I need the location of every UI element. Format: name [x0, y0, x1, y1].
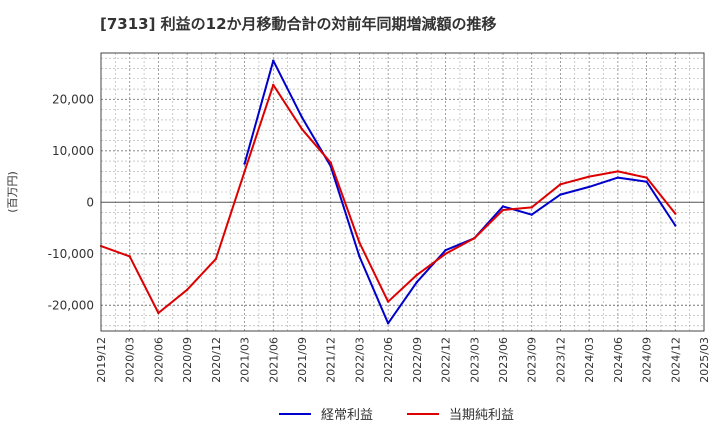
data-point	[645, 176, 648, 179]
data-point	[645, 180, 648, 183]
legend: 経常利益 当期純利益	[279, 408, 514, 423]
series-layer	[99, 59, 677, 325]
x-tick-label: 2020/03	[124, 337, 137, 383]
x-tick-label: 2024/06	[612, 337, 625, 383]
data-point	[473, 237, 476, 240]
data-point	[157, 311, 160, 315]
data-point	[674, 212, 677, 215]
data-point	[444, 248, 447, 252]
data-point	[185, 288, 189, 292]
data-point	[329, 161, 332, 164]
data-point	[415, 273, 419, 277]
x-tick-label: 2020/12	[210, 337, 223, 383]
data-point	[214, 257, 218, 261]
y-tick-label: 0	[86, 195, 94, 209]
x-tick-label: 2021/03	[239, 337, 252, 383]
legend-label-2: 当期純利益	[449, 408, 514, 423]
x-tick-label: 2023/03	[468, 337, 481, 383]
x-tick-label: 2023/06	[497, 337, 510, 383]
data-point	[272, 83, 275, 87]
x-tick-label: 2023/09	[526, 337, 539, 383]
grid	[100, 53, 705, 331]
y-axis-label: (百万円)	[6, 171, 19, 213]
x-tick-label: 2025/03	[698, 337, 711, 383]
legend-label-1: 経常利益	[321, 408, 373, 423]
data-point	[444, 252, 447, 255]
x-tick-label: 2020/06	[152, 337, 165, 383]
data-point	[530, 206, 533, 209]
data-point	[415, 280, 419, 284]
data-point	[559, 193, 562, 196]
x-tick-label: 2021/12	[325, 337, 338, 383]
x-tick-label: 2021/06	[267, 337, 280, 383]
data-point	[386, 300, 390, 303]
chart-title: [7313] 利益の12か月移動合計の対前年同期増減額の推移	[100, 15, 497, 33]
data-point	[559, 183, 562, 186]
data-point	[501, 208, 505, 212]
y-tick-label: -20,000	[48, 298, 94, 312]
x-tick-label: 2022/03	[353, 337, 366, 383]
data-point	[243, 162, 246, 165]
x-tick-label: 2019/12	[95, 337, 108, 383]
data-point	[616, 176, 620, 179]
x-tick-label: 2022/12	[440, 337, 453, 383]
data-point	[616, 170, 620, 173]
data-point	[300, 127, 304, 131]
data-point	[358, 241, 361, 244]
x-tick-label: 2024/09	[641, 337, 654, 383]
data-point	[587, 185, 591, 189]
plot-area	[100, 52, 705, 332]
data-point	[674, 224, 677, 227]
y-axis-ticks: 20,000 10,000 0 -10,000 -20,000	[48, 92, 94, 312]
x-tick-label: 2024/03	[583, 337, 596, 383]
x-tick-label: 2024/12	[669, 337, 682, 383]
x-tick-label: 2022/09	[411, 337, 424, 383]
data-point	[300, 116, 304, 119]
data-point	[530, 213, 533, 216]
y-tick-label: -10,000	[48, 247, 94, 261]
y-tick-label: 10,000	[52, 144, 94, 158]
data-point	[272, 59, 275, 62]
x-tick-label: 2023/12	[554, 337, 567, 383]
x-tick-label: 2022/06	[382, 337, 395, 383]
data-point	[587, 175, 591, 178]
x-tick-label: 2021/09	[296, 337, 309, 383]
data-point	[128, 255, 131, 258]
data-point	[243, 170, 246, 173]
y-tick-label: 20,000	[52, 92, 94, 106]
data-point	[386, 322, 390, 325]
data-point	[358, 255, 361, 258]
data-point	[501, 205, 505, 208]
x-axis-ticks: 2019/12 2020/03 2020/06 2020/09 2020/12 2021/…	[95, 337, 711, 383]
x-tick-label: 2020/09	[181, 337, 194, 383]
series-line-1	[243, 59, 677, 325]
